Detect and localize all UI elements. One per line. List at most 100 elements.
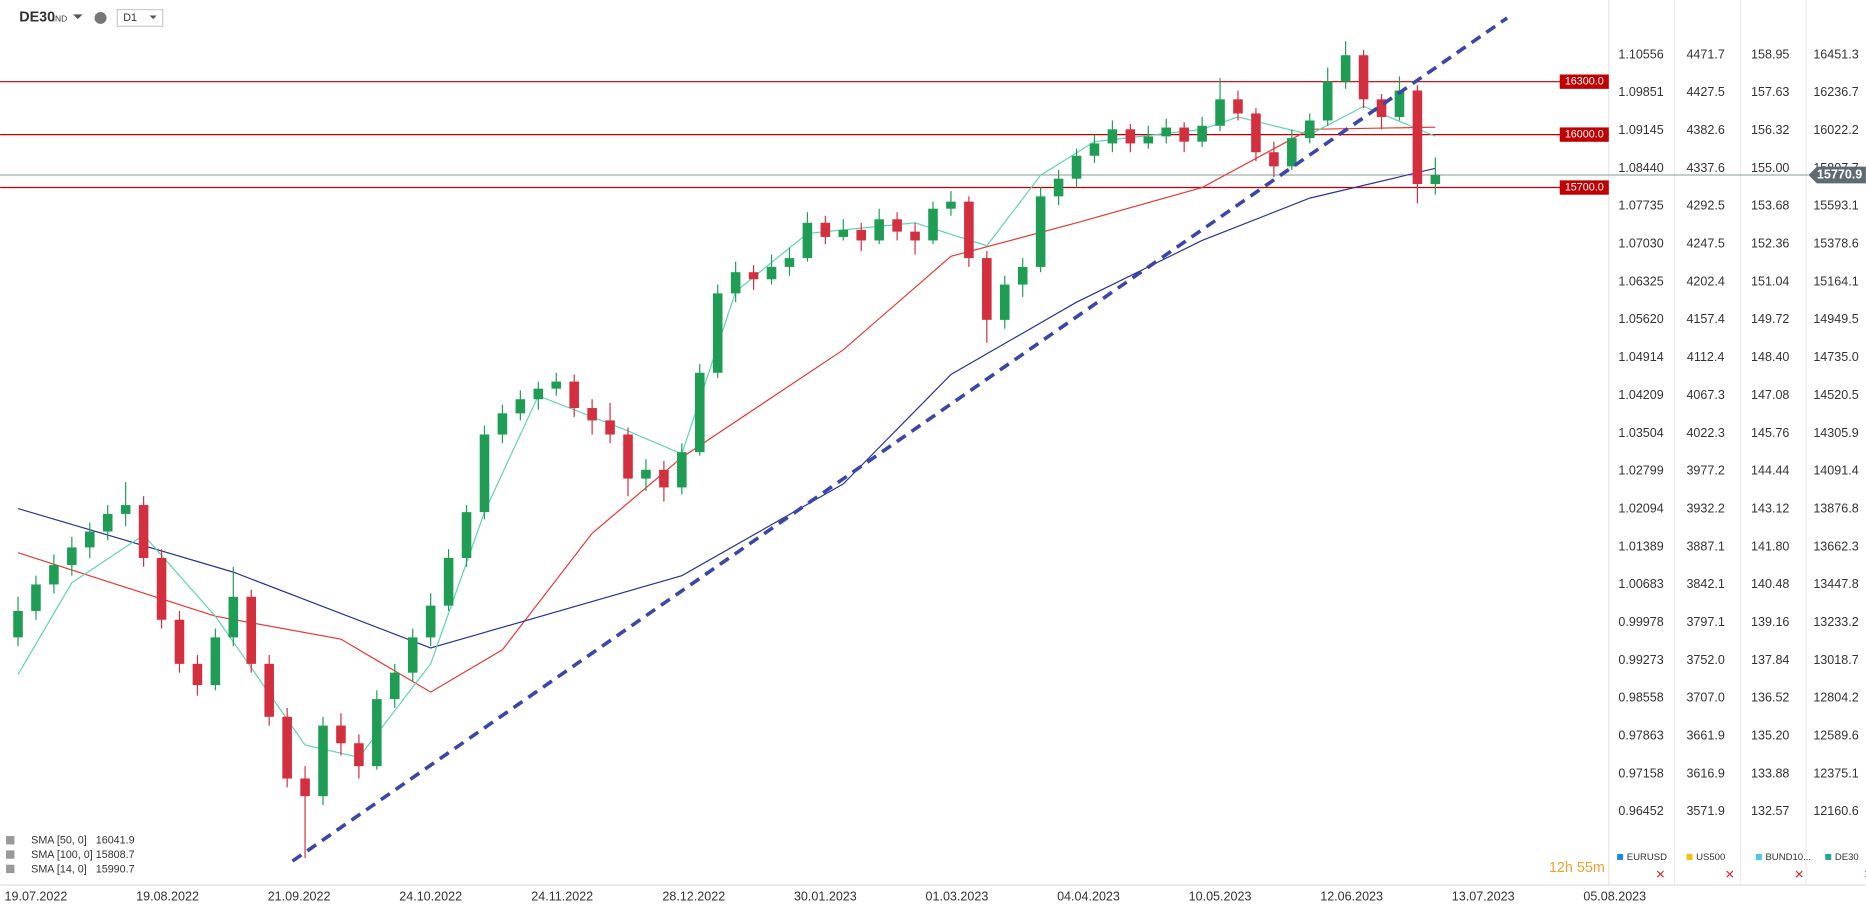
- level-label-box: [1559, 74, 1609, 89]
- candle-body: [102, 513, 113, 532]
- y-tick-label: 14091.4: [1813, 464, 1858, 478]
- timeframe-dropdown[interactable]: [149, 15, 157, 20]
- candle-body: [856, 229, 867, 241]
- scale-tick-label: 158.95: [1751, 47, 1789, 61]
- scale-legend-swatch: [1755, 853, 1762, 860]
- scale-legend-label[interactable]: BUND10...: [1765, 852, 1811, 863]
- y-tick-label: 14735.0: [1813, 350, 1858, 364]
- candle-body: [659, 469, 669, 488]
- scale-tick-label: 136.52: [1751, 691, 1789, 705]
- candle-body: [49, 565, 59, 585]
- x-tick-label: 05.08.2023: [1583, 889, 1646, 903]
- candle-body: [228, 596, 239, 638]
- y-tick-label: 15164.1: [1813, 274, 1858, 288]
- candle-body: [946, 201, 956, 209]
- candle-body: [1089, 143, 1100, 156]
- scale-legend-label[interactable]: US500: [1696, 852, 1725, 863]
- scale-tick-label: 1.00683: [1618, 577, 1663, 591]
- candle-body: [461, 512, 472, 559]
- candle-body: [1215, 99, 1225, 126]
- timeframe[interactable]: D1: [123, 12, 137, 24]
- sma-legend-value: 15808.7: [96, 849, 135, 861]
- scale-tick-label: 0.98558: [1618, 691, 1663, 705]
- scale-tick-label: 137.84: [1751, 653, 1789, 667]
- candle-body: [1179, 127, 1189, 142]
- scale-tick-label: 144.44: [1751, 464, 1789, 478]
- last-price-box: [1808, 166, 1866, 184]
- scale-remove[interactable]: ✕: [1864, 868, 1866, 882]
- level-label: 15700.0: [1565, 181, 1604, 193]
- candle-body: [407, 637, 418, 673]
- x-tick-label: 24.10.2022: [399, 889, 462, 903]
- scale-tick-label: 4067.3: [1686, 388, 1724, 402]
- sma-legend-icon[interactable]: [6, 850, 15, 859]
- scale-tick-label: 4022.3: [1686, 426, 1724, 440]
- candle-body: [1412, 90, 1423, 185]
- y-tick-label: 15378.6: [1813, 237, 1858, 251]
- scale-remove[interactable]: ✕: [1725, 868, 1735, 882]
- scale-tick-label: 1.03504: [1618, 426, 1663, 440]
- scale-tick-label: 3842.1: [1686, 577, 1724, 591]
- candle-body: [1197, 125, 1207, 142]
- candle-body: [820, 222, 831, 237]
- candle-body: [587, 408, 597, 421]
- candle-body: [318, 725, 328, 797]
- candle-body: [1304, 120, 1315, 139]
- scale-tick-label: 3977.2: [1686, 464, 1724, 478]
- x-tick-label: 24.11.2022: [531, 889, 593, 903]
- candle-body: [982, 258, 992, 320]
- scale-tick-label: 140.48: [1751, 577, 1789, 591]
- scale-legend-label[interactable]: DE30: [1835, 852, 1859, 863]
- scale-tick-label: 147.08: [1751, 388, 1789, 402]
- scale-remove[interactable]: ✕: [1794, 868, 1804, 882]
- scale-tick-label: 3571.9: [1686, 804, 1724, 818]
- candle-body: [138, 505, 149, 559]
- candle-body: [354, 743, 364, 767]
- candle-body: [389, 672, 400, 700]
- x-tick-label: 10.05.2023: [1189, 889, 1252, 903]
- candle-body: [300, 778, 310, 797]
- candle-body: [551, 381, 562, 389]
- candle-body: [1340, 55, 1351, 82]
- candle-body: [730, 272, 741, 294]
- candle-body: [31, 584, 41, 611]
- candle-body: [282, 716, 292, 779]
- scale-legend-label[interactable]: EURUSD: [1627, 852, 1667, 863]
- scale-tick-label: 0.99273: [1618, 653, 1663, 667]
- scale-tick-label: 0.97863: [1618, 729, 1663, 743]
- candle-body: [533, 388, 544, 400]
- sma-legend-icon[interactable]: [6, 836, 15, 845]
- level-label-box: [1559, 127, 1609, 142]
- y-tick-label: 15593.1: [1813, 199, 1858, 213]
- level-label: 16000.0: [1565, 128, 1604, 140]
- symbol-dropdown[interactable]: [73, 14, 83, 20]
- info-icon[interactable]: [94, 11, 107, 24]
- candle-body: [964, 201, 974, 259]
- candle-body: [1233, 99, 1243, 114]
- symbol[interactable]: DE30: [19, 10, 55, 26]
- scale-remove[interactable]: ✕: [1655, 868, 1665, 882]
- candle-body: [569, 381, 579, 409]
- x-tick-label: 13.07.2023: [1452, 889, 1515, 903]
- x-tick-label: 28.12.2022: [662, 889, 725, 903]
- candle-body: [156, 558, 167, 620]
- y-tick-label: 12375.1: [1813, 766, 1858, 780]
- candle-body: [210, 637, 221, 686]
- candle-body: [748, 272, 759, 280]
- sma-legend-icon[interactable]: [6, 864, 15, 874]
- scale-tick-label: 148.40: [1751, 350, 1789, 364]
- candle-body: [1322, 81, 1333, 121]
- scale-tick-label: 3887.1: [1686, 539, 1724, 553]
- timeframe-box[interactable]: [116, 8, 164, 27]
- y-tick-label: 16451.3: [1813, 47, 1858, 61]
- scale-tick-label: 1.08440: [1618, 161, 1663, 175]
- scale-tick-label: 153.68: [1751, 199, 1789, 213]
- y-tick-label: 14949.5: [1813, 312, 1858, 326]
- y-tick-label: 12589.6: [1813, 729, 1858, 743]
- candle-body: [1107, 129, 1118, 144]
- scale-tick-label: 1.05620: [1618, 312, 1663, 326]
- y-tick-label: 14305.9: [1813, 426, 1858, 440]
- scale-tick-label: 132.57: [1751, 804, 1789, 818]
- candle-body: [1394, 90, 1405, 117]
